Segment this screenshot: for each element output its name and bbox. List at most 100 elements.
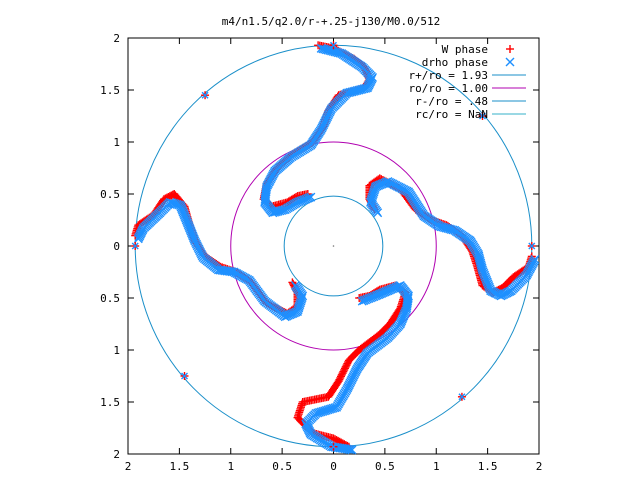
drho-phase-mark bbox=[357, 296, 367, 306]
drho-phase-mark bbox=[361, 83, 371, 93]
drho-phase-mark bbox=[328, 46, 338, 56]
drho-phase-mark bbox=[352, 86, 362, 96]
drho-phase-mark bbox=[448, 225, 458, 235]
drho-phase-mark bbox=[362, 83, 372, 93]
drho-phase-point bbox=[352, 86, 362, 96]
drho-phase-mark bbox=[335, 48, 345, 58]
drho-phase-mark bbox=[359, 84, 369, 94]
x-tick-label: 2 bbox=[536, 460, 543, 473]
drho-phase-point bbox=[356, 85, 366, 95]
legend-label: rc/ro = NaN bbox=[415, 108, 488, 121]
drho-phase-point bbox=[131, 242, 139, 250]
drho-phase-mark bbox=[345, 87, 355, 97]
drho-phase-mark bbox=[320, 44, 330, 54]
y-tick-label: 0 bbox=[113, 240, 120, 253]
drho-phase-mark bbox=[227, 267, 237, 277]
drho-phase-mark bbox=[474, 253, 484, 263]
drho-phase-point bbox=[361, 83, 371, 93]
legend-label: r+/ro = 1.93 bbox=[409, 69, 488, 82]
drho-phase-point bbox=[347, 87, 357, 97]
x-tick-label: 1 bbox=[227, 460, 234, 473]
drho-phase-mark bbox=[306, 192, 316, 202]
x-tick-label: 1.5 bbox=[169, 460, 189, 473]
drho-phase-point bbox=[478, 112, 486, 120]
drho-phase-mark bbox=[480, 270, 490, 280]
drho-phase-point bbox=[316, 43, 326, 53]
drho-phase-mark bbox=[441, 223, 451, 233]
drho-phase-point bbox=[330, 47, 340, 57]
drho-phase-mark bbox=[325, 46, 335, 56]
drho-phase-mark bbox=[181, 372, 189, 380]
drho-phase-point bbox=[318, 44, 328, 54]
drho-phase-mark bbox=[131, 242, 139, 250]
drho-phase-point bbox=[357, 296, 367, 306]
drho-phase-mark bbox=[438, 222, 448, 232]
drho-phase-mark bbox=[475, 256, 485, 266]
legend-marker bbox=[505, 57, 515, 67]
drho-phase-mark bbox=[477, 263, 487, 273]
x-tick-label: 1 bbox=[433, 460, 440, 473]
drho-phase-point bbox=[201, 91, 209, 99]
y-tick-label: 0.5 bbox=[100, 188, 120, 201]
drho-phase-mark bbox=[330, 443, 337, 451]
drho-phase-mark bbox=[479, 268, 489, 278]
x-tick-label: 0.5 bbox=[375, 460, 395, 473]
drho-phase-mark bbox=[349, 86, 359, 96]
drho-phase-mark bbox=[330, 47, 340, 57]
drho-phase-mark bbox=[458, 393, 466, 401]
drho-phase-mark bbox=[201, 91, 209, 99]
drho-phase-mark bbox=[486, 286, 496, 296]
drho-phase-mark bbox=[350, 86, 360, 96]
drho-phase-mark bbox=[528, 242, 536, 250]
drho-phase-point bbox=[325, 46, 335, 56]
drho-phase-point bbox=[320, 44, 330, 54]
drho-phase-point bbox=[373, 208, 383, 218]
drho-phase-mark bbox=[445, 224, 455, 234]
x-tick-label: 2 bbox=[125, 460, 132, 473]
drho-phase-mark bbox=[482, 275, 492, 285]
drho-phase-mark bbox=[330, 41, 337, 49]
x-tick-label: 0 bbox=[330, 460, 337, 473]
drho-phase-point bbox=[458, 393, 466, 401]
drho-phase-mark bbox=[483, 279, 493, 289]
drho-phase-mark bbox=[359, 295, 369, 305]
y-tick-label: 2 bbox=[113, 32, 120, 45]
drho-phase-point bbox=[181, 372, 189, 380]
drho-phase-mark bbox=[321, 45, 331, 55]
drho-phase-mark bbox=[304, 193, 314, 203]
drho-phase-mark bbox=[373, 208, 383, 218]
drho-phase-mark bbox=[475, 255, 485, 265]
axes: 2 1.5 1 0.5 0 0.5 1 1.5 221.510.500.511.52 bbox=[100, 32, 542, 473]
drho-phase-point bbox=[332, 47, 342, 57]
drho-phase-point bbox=[359, 295, 369, 305]
drho-phase-mark bbox=[333, 48, 343, 58]
drho-phase-mark bbox=[225, 267, 235, 277]
drho-phase-point bbox=[330, 41, 337, 49]
y-tick-label: 2 bbox=[113, 448, 120, 461]
drho-phase-mark bbox=[477, 265, 487, 275]
drho-phase-mark bbox=[170, 199, 180, 209]
chart-title: m4/n1.5/q2.0/r-+.25-j130/M0.0/512 bbox=[222, 15, 441, 28]
drho-phase-mark bbox=[165, 197, 175, 207]
drho-phase-point bbox=[354, 85, 364, 95]
y-tick-label: 0.5 bbox=[100, 292, 120, 305]
legend-label: W phase bbox=[442, 43, 488, 56]
reference-circle bbox=[230, 141, 437, 351]
drho-phase-mark bbox=[477, 261, 487, 271]
drho-phase-mark bbox=[297, 293, 307, 303]
drho-phase-mark bbox=[260, 196, 270, 206]
drho-phase-point bbox=[359, 84, 369, 94]
drho-phase-mark bbox=[354, 85, 364, 95]
drho-phase-mark bbox=[474, 251, 484, 261]
drho-phase-mark bbox=[450, 225, 460, 235]
drho-phase-mark bbox=[403, 293, 413, 303]
y-tick-label: 1 bbox=[113, 136, 120, 149]
drho-phase-point bbox=[528, 242, 536, 250]
drho-phase-mark bbox=[347, 87, 357, 97]
drho-phase-mark bbox=[436, 222, 446, 232]
drho-phase-point bbox=[333, 48, 343, 58]
reference-circle bbox=[283, 195, 384, 297]
drho-phase-point bbox=[345, 87, 355, 97]
